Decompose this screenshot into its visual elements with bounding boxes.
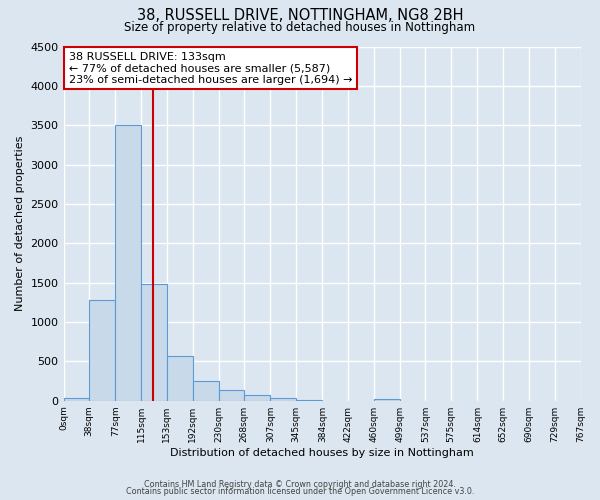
Text: 38 RUSSELL DRIVE: 133sqm
← 77% of detached houses are smaller (5,587)
23% of sem: 38 RUSSELL DRIVE: 133sqm ← 77% of detach… bbox=[69, 52, 352, 85]
Bar bbox=[115, 125, 141, 400]
Text: Contains public sector information licensed under the Open Government Licence v3: Contains public sector information licen… bbox=[126, 488, 474, 496]
Text: 38, RUSSELL DRIVE, NOTTINGHAM, NG8 2BH: 38, RUSSELL DRIVE, NOTTINGHAM, NG8 2BH bbox=[137, 8, 463, 22]
Bar bbox=[244, 395, 271, 400]
Bar bbox=[167, 356, 193, 401]
Text: Contains HM Land Registry data © Crown copyright and database right 2024.: Contains HM Land Registry data © Crown c… bbox=[144, 480, 456, 489]
Bar bbox=[374, 399, 400, 400]
Bar bbox=[89, 300, 115, 400]
Text: Size of property relative to detached houses in Nottingham: Size of property relative to detached ho… bbox=[124, 21, 476, 34]
Bar bbox=[64, 398, 89, 400]
Bar bbox=[193, 381, 218, 400]
Y-axis label: Number of detached properties: Number of detached properties bbox=[15, 136, 25, 312]
Bar bbox=[141, 284, 167, 401]
Bar bbox=[218, 390, 244, 400]
Bar bbox=[271, 398, 296, 400]
X-axis label: Distribution of detached houses by size in Nottingham: Distribution of detached houses by size … bbox=[170, 448, 474, 458]
